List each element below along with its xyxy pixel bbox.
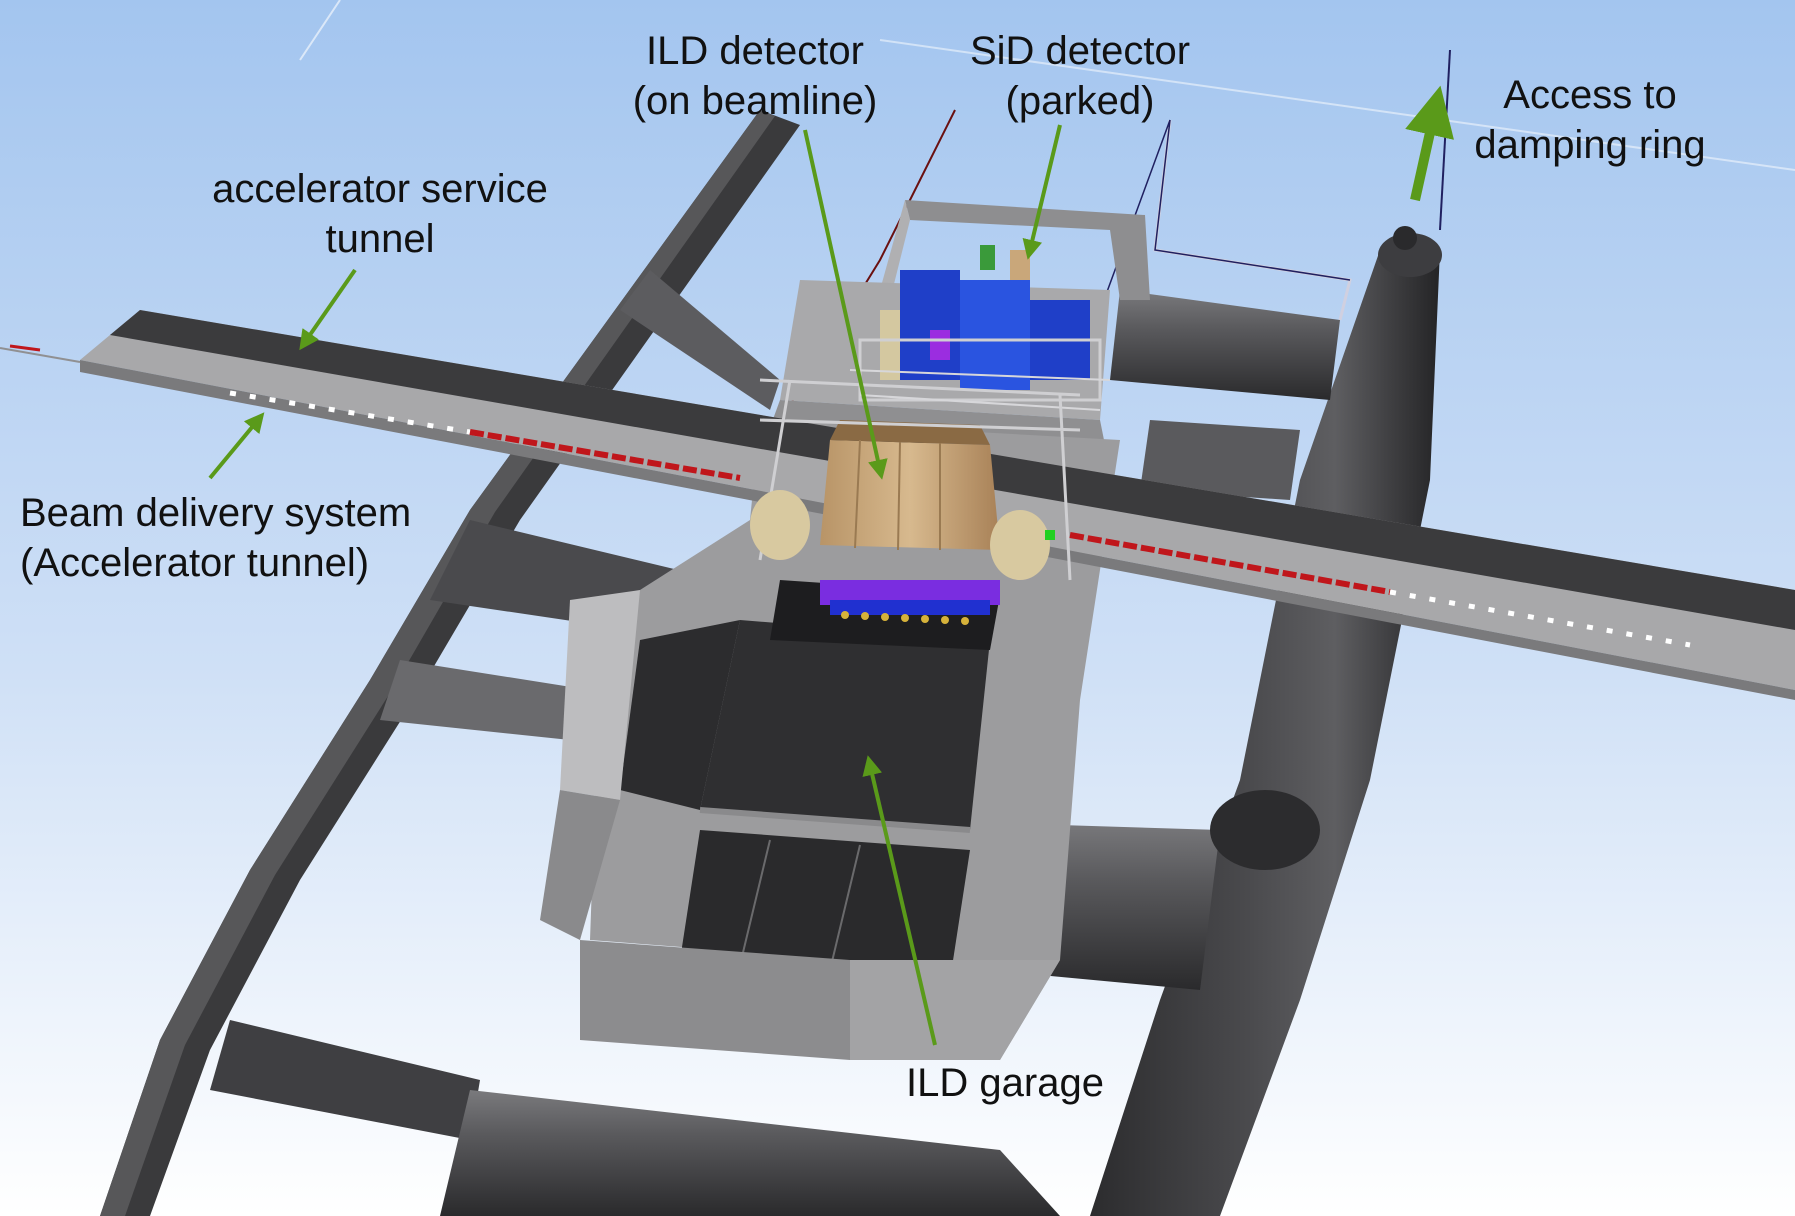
- arrow-icon: [862, 755, 937, 1046]
- sid-detector: [849, 245, 1111, 411]
- label-ild-detector: ILD detector (on beamline): [632, 29, 878, 123]
- label-accelerator-service-tunnel: accelerator service tunnel: [212, 167, 548, 261]
- label-ild-garage: ILD garage: [906, 1061, 1104, 1105]
- label-access-damping-ring: Access to damping ring: [1474, 73, 1706, 167]
- arrow-icon: [1405, 85, 1454, 202]
- label-sid-detector: SiD detector (parked): [969, 29, 1191, 123]
- arrow-icon: [208, 412, 265, 480]
- lower-tunnel: [440, 1090, 1060, 1216]
- annotation-arrows: [208, 85, 1454, 1046]
- arrow-icon: [299, 268, 357, 351]
- ild-detector: [750, 378, 1081, 625]
- arrow-icon: [1022, 124, 1062, 260]
- arrow-icon: [803, 129, 888, 480]
- label-beam-delivery-system: Beam delivery system (Accelerator tunnel…: [20, 491, 412, 585]
